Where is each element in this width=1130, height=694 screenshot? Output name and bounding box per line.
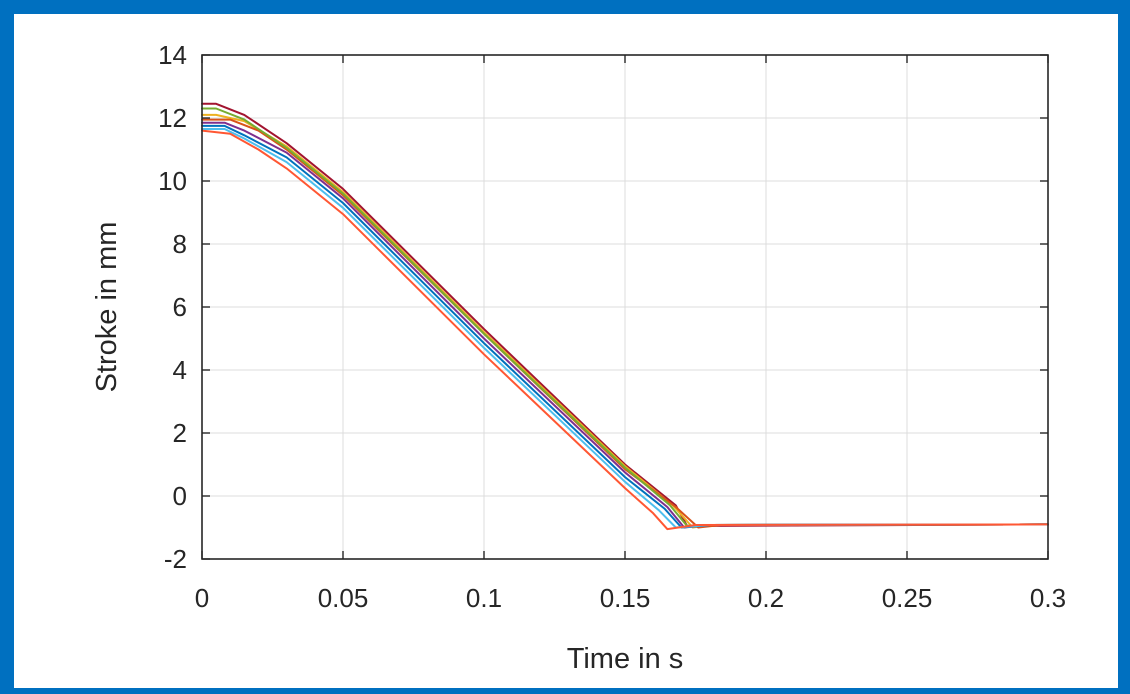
y-tick-label: 4 — [173, 355, 187, 385]
series-group — [201, 102, 1049, 531]
y-tick-label: 0 — [173, 481, 187, 511]
x-tick-label: 0.3 — [1030, 583, 1066, 613]
x-tick-label: 0.05 — [318, 583, 369, 613]
x-tick-label: 0.15 — [600, 583, 651, 613]
grid — [201, 54, 1049, 560]
y-tick-label: 10 — [158, 166, 187, 196]
y-axis-label: Stroke in mm — [91, 222, 123, 393]
x-axis-label: Time in s — [567, 643, 684, 675]
series-line-8 — [201, 129, 1049, 531]
ticks: 0 0.05 0.1 0.15 0.2 0.25 0.3 -2 0 2 4 6 8 10 12 14 — [158, 40, 1066, 613]
x-tick-label: 0.25 — [882, 583, 933, 613]
y-tick-label: 12 — [158, 103, 187, 133]
x-tick-label: 0 — [195, 583, 209, 613]
y-tick-label: 6 — [173, 292, 187, 322]
y-tick-label: 8 — [173, 229, 187, 259]
y-tick-label: -2 — [164, 544, 187, 574]
y-tick-label: 2 — [173, 418, 187, 448]
y-tick-label: 14 — [158, 40, 187, 70]
x-tick-label: 0.1 — [466, 583, 502, 613]
x-tick-label: 0.2 — [748, 583, 784, 613]
